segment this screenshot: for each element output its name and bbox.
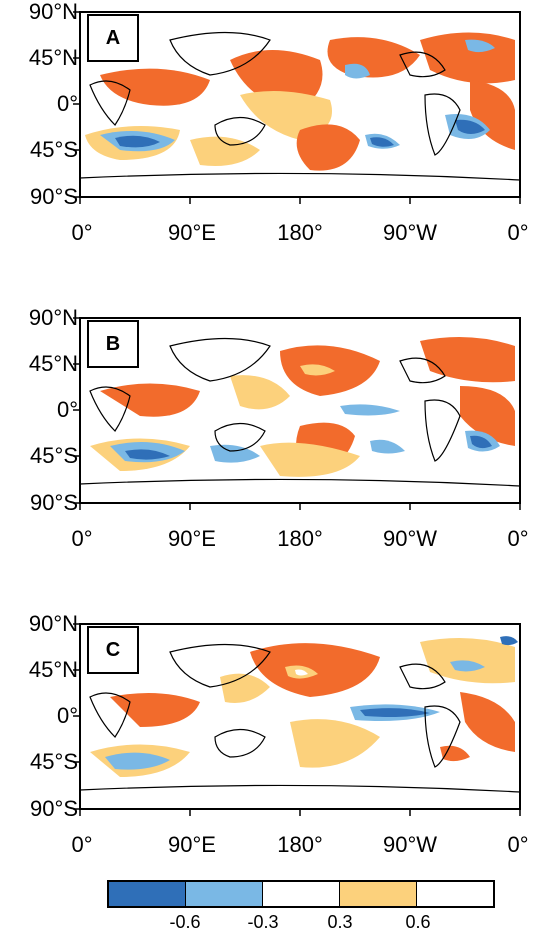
lat-label: 45°S — [30, 443, 78, 468]
lat-label: 0° — [56, 91, 78, 116]
lat-label: 0° — [56, 397, 78, 422]
panel-label-b: B — [87, 320, 139, 368]
lat-label: 90°S — [30, 796, 78, 821]
anomaly-fields-c — [90, 636, 518, 777]
lon-label: 0° — [71, 526, 93, 551]
lon-label: 0° — [507, 220, 529, 245]
ticks-a — [73, 11, 521, 204]
lat-label: 90°S — [30, 490, 78, 515]
lon-label: 0° — [71, 832, 93, 857]
lon-label: 90°W — [382, 832, 438, 857]
lat-label: 45°S — [30, 137, 78, 162]
colorbar-segment — [263, 882, 340, 906]
lon-label: 180° — [277, 832, 323, 857]
panel-label-a: A — [87, 14, 139, 62]
lat-label: 90°N — [28, 305, 78, 330]
continents-a — [79, 31, 521, 181]
colorbar-segment — [340, 882, 417, 906]
colorbar-tick-label: -0.3 — [247, 912, 279, 932]
colorbar-segment — [109, 882, 186, 906]
colorbar — [107, 880, 495, 908]
lat-label: 45°N — [28, 351, 78, 376]
map-panel-c: C 90°N 45°N 0° 45°S 90°S 0° 90°E 180° 90… — [0, 611, 533, 902]
lon-label: 90°E — [168, 832, 216, 857]
lon-label: 90°E — [168, 526, 216, 551]
lat-label: 0° — [56, 703, 78, 728]
lat-label: 45°N — [28, 657, 78, 682]
lon-label: 0° — [507, 832, 529, 857]
map-panel-b: B 90°N 45°N 0° 45°S 90°S 0° 90°E 180° 90… — [0, 305, 533, 596]
map-b-svg — [73, 317, 521, 510]
lon-label: 180° — [277, 220, 323, 245]
colorbar-tick-label: 0.6 — [405, 912, 431, 932]
colorbar-tick-label: 0.3 — [327, 912, 353, 932]
map-panel-a: A 90°N 45°N 0° 45°S 90°S 0° 90°E 180° 90… — [0, 0, 533, 290]
map-c-svg — [73, 623, 521, 816]
map-a-svg — [73, 11, 521, 204]
ticks-c — [73, 623, 521, 816]
lon-label: 0° — [507, 526, 529, 551]
lat-label: 90°N — [28, 611, 78, 636]
colorbar-segment — [186, 882, 263, 906]
lat-label: 45°S — [30, 749, 78, 774]
colorbar-tick-label: -0.6 — [169, 912, 201, 932]
lon-label: 180° — [277, 526, 323, 551]
lat-label: 90°N — [28, 0, 78, 24]
continents-b — [79, 337, 521, 487]
anomaly-fields-b — [90, 337, 515, 477]
lon-label: 90°E — [168, 220, 216, 245]
lon-label: 90°W — [382, 526, 438, 551]
panel-label-c: C — [87, 626, 139, 674]
continents-c — [79, 643, 521, 793]
lat-label: 45°N — [28, 45, 78, 70]
lon-label: 0° — [71, 220, 93, 245]
lat-label: 90°S — [30, 184, 78, 209]
colorbar-segment — [417, 882, 493, 906]
lon-label: 90°W — [382, 220, 438, 245]
ticks-b — [73, 317, 521, 510]
